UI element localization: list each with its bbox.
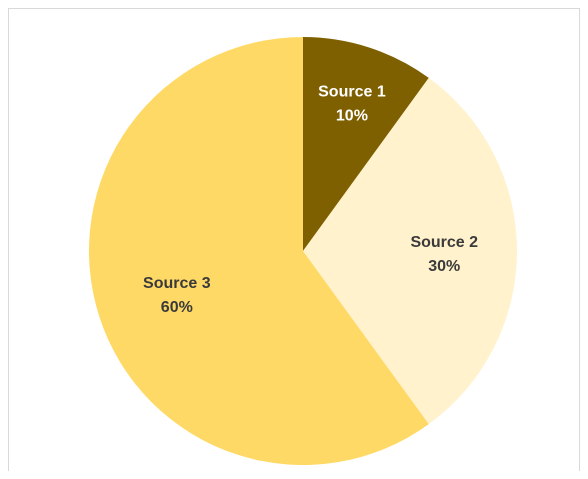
- data-label-source-2: Source 2 30%: [410, 234, 478, 275]
- pie-slices: [88, 37, 517, 466]
- pie-slice-source-3: [88, 37, 429, 466]
- pie-slice-source-2: [303, 77, 517, 425]
- data-label-category: Source 3: [143, 275, 211, 292]
- data-label-percent: 10%: [336, 107, 368, 124]
- data-label-source-1: Source 1 10%: [318, 83, 386, 124]
- data-label-percent: 60%: [161, 299, 193, 316]
- data-label-category: Source 2: [410, 234, 478, 251]
- data-label-percent: 30%: [428, 258, 460, 275]
- pie-labels: Source 1 10% Source 2 30% Source 3 60%: [143, 83, 478, 316]
- pie-slice-source-1: [303, 37, 429, 251]
- data-label-category: Source 1: [318, 83, 386, 100]
- data-label-source-3: Source 3 60%: [143, 275, 211, 316]
